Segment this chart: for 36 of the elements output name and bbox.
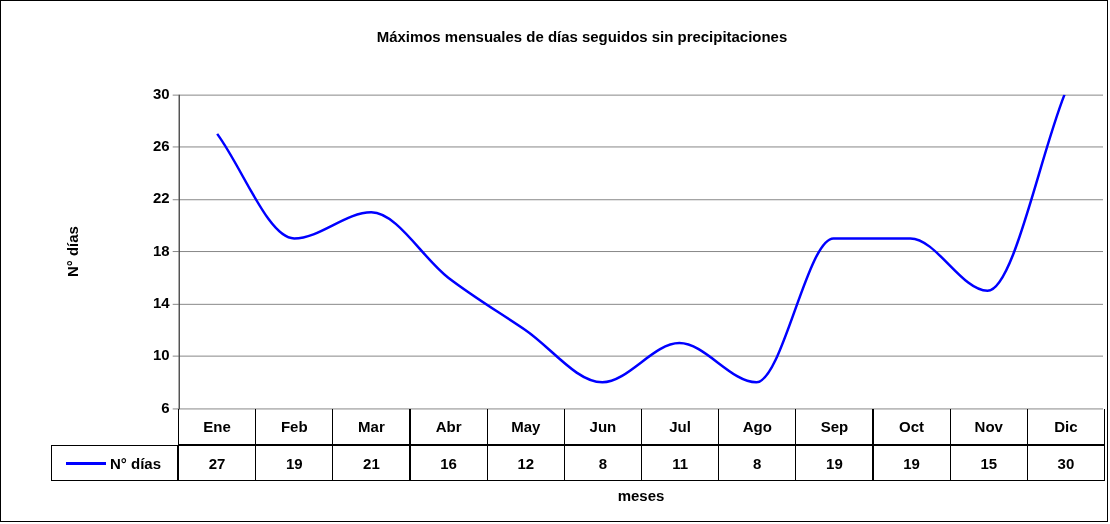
data-label: 19 (872, 445, 951, 481)
y-tick-label: 18 (153, 241, 170, 259)
x-tick-label: Sep (795, 409, 874, 445)
data-label: 27 (178, 445, 257, 481)
chart-title: Máximos mensuales de días seguidos sin precipitaciones (376, 28, 788, 45)
x-tick-label: Dic (1026, 409, 1105, 445)
data-label: 8 (563, 445, 642, 481)
data-label: 19 (795, 445, 874, 481)
x-tick-label: Mar (332, 409, 411, 445)
x-tick-label: Feb (255, 409, 334, 445)
x-tick-label: May (486, 409, 565, 445)
y-tick-label: 6 (161, 398, 170, 416)
y-axis-title: N° días (63, 226, 81, 277)
x-tick-label: Ago (718, 409, 797, 445)
data-label: 19 (255, 445, 334, 481)
data-label: 11 (641, 445, 720, 481)
y-tick-label: 14 (153, 293, 171, 311)
x-tick-label: Jul (641, 409, 720, 445)
data-label: 21 (332, 445, 411, 481)
y-tick-label: 10 (153, 346, 170, 364)
data-label: 16 (409, 445, 488, 481)
data-label: 8 (718, 445, 797, 481)
y-tick-label: 30 (153, 84, 170, 102)
line-series (215, 94, 1066, 384)
y-tick-label: 26 (153, 137, 170, 155)
legend-label: N° días (51, 445, 178, 481)
x-tick-label: Oct (872, 409, 951, 445)
y-tick-label: 22 (153, 189, 170, 207)
x-axis-title: meses (616, 487, 666, 504)
x-tick-label: Ene (178, 409, 257, 445)
data-label: 15 (949, 445, 1028, 481)
data-label: 12 (486, 445, 565, 481)
data-label: 30 (1026, 445, 1105, 481)
x-tick-label: Jun (563, 409, 642, 445)
x-tick-label: Nov (949, 409, 1028, 445)
x-tick-label: Abr (409, 409, 488, 445)
